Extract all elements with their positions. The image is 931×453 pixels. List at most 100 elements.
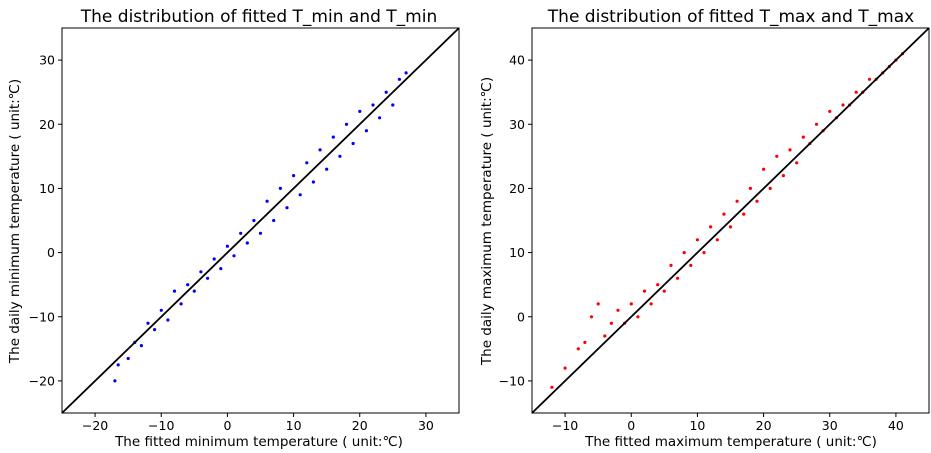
data-point xyxy=(596,302,600,306)
data-point xyxy=(662,289,666,293)
data-point xyxy=(629,302,633,306)
data-point xyxy=(742,212,746,216)
y-ticks: −10 0 10 20 30 40 xyxy=(499,53,532,388)
data-point xyxy=(318,148,322,152)
data-point xyxy=(325,167,329,171)
data-point xyxy=(676,276,680,280)
data-point xyxy=(728,225,733,229)
data-point xyxy=(245,241,249,245)
data-point xyxy=(285,206,289,210)
data-point xyxy=(636,315,640,319)
x-tick-label: −10 xyxy=(148,418,174,433)
y-tick-label: −10 xyxy=(29,309,55,324)
data-point xyxy=(272,218,276,223)
data-point xyxy=(709,225,713,229)
data-point xyxy=(722,212,726,216)
data-point xyxy=(139,344,143,348)
data-point xyxy=(550,385,554,389)
data-point xyxy=(351,141,355,146)
x-tick-label: 0 xyxy=(627,418,635,433)
chart-title: The distribution of fitted T_min and T_m… xyxy=(80,7,437,27)
y-tick-label: 40 xyxy=(509,53,525,68)
x-axis-label: The fitted minimum temperature ( unit:℃) xyxy=(114,434,403,450)
data-point xyxy=(239,231,243,235)
data-point xyxy=(781,174,786,178)
y-tick-label: 20 xyxy=(39,117,55,132)
y-tick-label: 0 xyxy=(47,245,55,260)
data-point xyxy=(762,167,766,171)
plot-frame xyxy=(531,27,930,414)
data-point xyxy=(153,328,157,332)
data-point xyxy=(695,238,700,242)
data-point xyxy=(311,180,315,184)
data-point xyxy=(126,356,130,361)
data-point xyxy=(814,122,819,126)
data-point xyxy=(305,161,309,165)
data-point xyxy=(265,199,269,203)
data-point xyxy=(649,302,653,306)
y-tick-label: 0 xyxy=(517,309,525,324)
data-point xyxy=(682,251,686,255)
data-point xyxy=(278,186,282,190)
data-point xyxy=(225,244,229,248)
data-point xyxy=(364,129,368,133)
data-point xyxy=(867,77,872,81)
data-point xyxy=(116,363,120,367)
plot-frame xyxy=(61,27,460,414)
y-tick-label: 20 xyxy=(509,181,525,196)
x-tick-label: 30 xyxy=(822,418,838,433)
data-point xyxy=(146,321,150,325)
y-tick-label: −10 xyxy=(499,373,525,388)
data-point xyxy=(384,90,388,94)
data-point xyxy=(258,231,263,235)
data-point xyxy=(172,289,177,293)
data-point xyxy=(344,122,349,126)
x-tick-label: 0 xyxy=(223,418,231,433)
data-point xyxy=(252,218,256,223)
data-point xyxy=(795,161,799,165)
data-point xyxy=(404,71,408,75)
data-point xyxy=(828,109,832,113)
data-point xyxy=(755,199,759,203)
reference-line xyxy=(531,27,930,414)
data-point xyxy=(292,174,296,178)
x-tick-label: 10 xyxy=(689,418,705,433)
data-point xyxy=(192,289,196,293)
data-point xyxy=(616,308,620,312)
x-tick-label: −20 xyxy=(82,418,108,433)
data-point xyxy=(854,90,858,94)
x-tick-label: 30 xyxy=(418,418,434,433)
data-point xyxy=(702,251,706,255)
data-point xyxy=(179,302,183,306)
y-axis-label: The daily minimum temperature ( unit:℃) xyxy=(7,79,23,364)
y-tick-label: −20 xyxy=(29,373,55,388)
data-point xyxy=(656,283,660,287)
data-point xyxy=(788,148,792,152)
chart-tmax: The distribution of fitted T_max and T_m… xyxy=(479,7,930,450)
data-point xyxy=(841,103,845,107)
y-tick-label: 30 xyxy=(509,117,525,132)
data-point xyxy=(775,154,779,158)
data-point xyxy=(206,276,210,280)
data-point xyxy=(378,116,382,120)
data-point xyxy=(669,263,673,267)
data-point xyxy=(642,289,647,293)
data-point xyxy=(371,103,375,107)
data-point xyxy=(199,270,203,274)
chart-title: The distribution of fitted T_max and T_m… xyxy=(547,7,914,27)
data-point xyxy=(609,321,614,325)
x-axis-label: The fitted maximum temperature ( unit:℃) xyxy=(584,434,877,450)
data-point xyxy=(689,263,693,267)
x-tick-label: 20 xyxy=(352,418,368,433)
y-ticks: −20 −10 0 10 20 30 xyxy=(29,53,62,388)
y-tick-label: 30 xyxy=(39,53,55,68)
x-tick-label: 10 xyxy=(286,418,302,433)
data-point xyxy=(159,308,163,312)
data-point xyxy=(331,135,335,139)
data-point xyxy=(589,315,594,319)
x-ticks: −20 −10 0 10 20 30 xyxy=(82,413,434,433)
data-point xyxy=(219,267,223,271)
y-tick-label: 10 xyxy=(39,181,55,196)
data-point xyxy=(212,257,216,261)
